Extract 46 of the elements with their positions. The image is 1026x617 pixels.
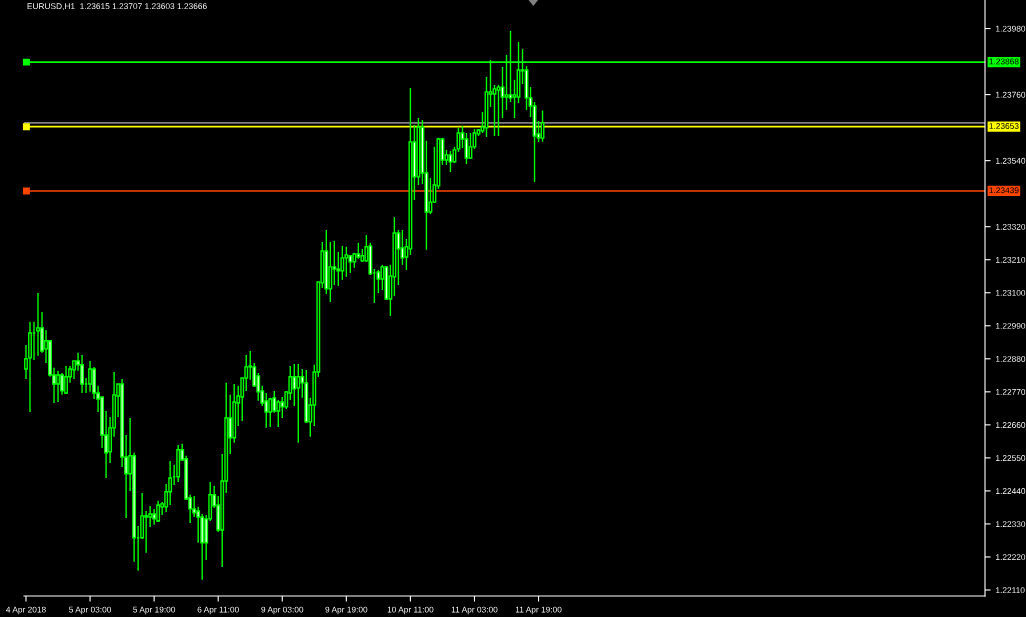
y-tick-label: 1.22990 xyxy=(996,322,1026,329)
x-tick-label: 5 Apr 19:00 xyxy=(133,606,176,615)
candlestick xyxy=(64,365,68,395)
y-tick-label: 1.23540 xyxy=(996,157,1026,164)
candlestick xyxy=(144,510,149,554)
y-tick-label: 1.22330 xyxy=(996,521,1026,528)
candlestick xyxy=(276,399,281,428)
candlestick xyxy=(56,370,60,403)
x-tick-label: 9 Apr 19:00 xyxy=(325,606,368,615)
candlestick xyxy=(80,354,84,394)
ref-line-label: 1.23868 xyxy=(989,58,1019,65)
x-tick-label: 10 Apr 11:00 xyxy=(387,606,434,615)
candlestick xyxy=(296,363,301,444)
candlestick xyxy=(292,363,297,407)
y-tick-label: 1.22660 xyxy=(996,422,1026,428)
candlestick xyxy=(328,241,333,303)
candlestick xyxy=(88,360,93,393)
y-tick-label: 1.22220 xyxy=(996,554,1026,561)
x-tick-label: 9 Apr 03:00 xyxy=(261,606,304,615)
y-tick-label: 1.23320 xyxy=(996,223,1026,230)
x-tick-label: 11 Apr 03:00 xyxy=(451,606,498,615)
y-tick-label: 1.23760 xyxy=(996,91,1026,98)
y-tick-label: 1.22880 xyxy=(996,356,1026,362)
y-tick-label: 1.22110 xyxy=(996,587,1025,594)
y-tick-label: 1.22550 xyxy=(996,455,1026,461)
candlestick xyxy=(36,292,40,357)
ref-line-label: 1.23439 xyxy=(989,187,1019,194)
candlestick xyxy=(448,150,453,173)
candlestick xyxy=(496,84,501,137)
candlestick xyxy=(332,240,337,286)
x-tick-label: 5 Apr 03:00 xyxy=(69,606,112,615)
ref-line-label: 1.23653 xyxy=(989,123,1019,129)
x-tick-label: 11 Apr 19:00 xyxy=(515,606,562,615)
y-tick-label: 1.23100 xyxy=(996,289,1026,296)
y-tick-label: 1.23980 xyxy=(996,25,1026,32)
chart-title: EURUSD,H1 1.23615 1.23707 1.23603 1.23666 xyxy=(27,3,207,11)
candlestick xyxy=(492,84,497,137)
candlestick xyxy=(396,229,401,286)
y-tick-label: 1.23210 xyxy=(996,256,1026,263)
candlestick xyxy=(272,390,277,414)
candlestick xyxy=(344,246,349,278)
candlestick xyxy=(268,397,273,428)
x-tick-label: 4 Apr 2018 xyxy=(6,606,46,615)
y-tick-label: 1.22770 xyxy=(996,389,1026,395)
x-tick-label: 6 Apr 11:00 xyxy=(197,606,239,615)
y-tick-label: 1.22440 xyxy=(996,488,1026,495)
